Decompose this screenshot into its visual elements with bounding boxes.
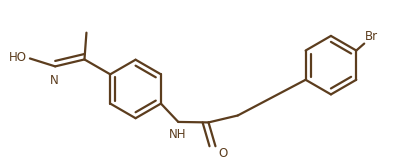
- Text: Br: Br: [364, 30, 378, 43]
- Text: NH: NH: [168, 128, 186, 141]
- Text: HO: HO: [9, 51, 27, 64]
- Text: O: O: [218, 147, 227, 160]
- Text: N: N: [50, 74, 58, 87]
